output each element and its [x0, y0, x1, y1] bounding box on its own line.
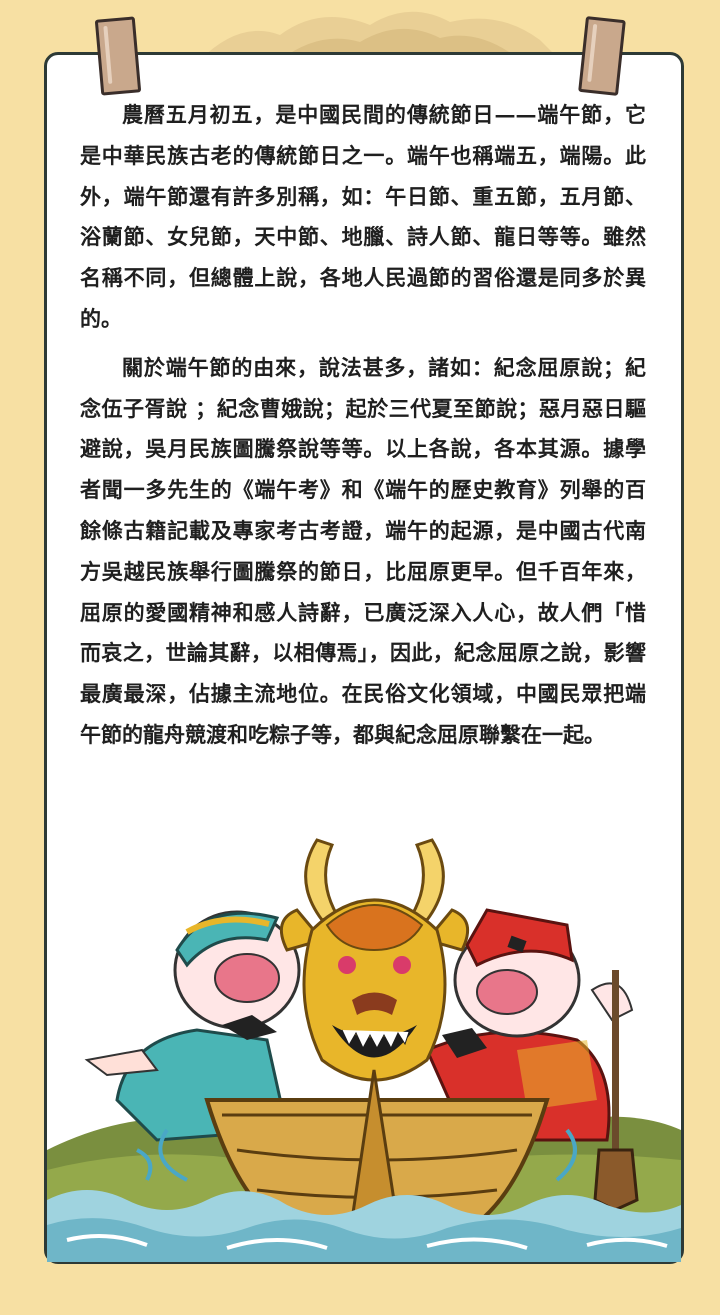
dragon-boat-illustration [47, 838, 681, 1262]
article-body: 農曆五月初五，是中國民間的傳統節日——端午節，它是中華民族古老的傳統節日之一。端… [80, 95, 646, 764]
article-paragraph-2: 關於端午節的由來，說法甚多，諸如：紀念屈原說；紀念伍子胥說 ；紀念曹娥說；起於三… [80, 354, 646, 747]
water-waves [47, 1128, 681, 1262]
dragon-head [279, 838, 470, 1082]
paddle [593, 970, 639, 1212]
paper-clip-left [94, 16, 142, 96]
paper-clip-right [578, 16, 626, 96]
article-paragraph-1: 農曆五月初五，是中國民間的傳統節日——端午節，它是中華民族古老的傳統節日之一。端… [80, 102, 646, 331]
